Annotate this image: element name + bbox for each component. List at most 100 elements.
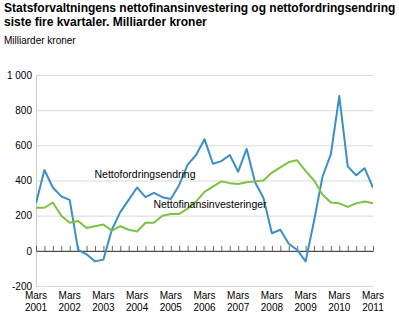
x-tick-label: Mars2010 — [328, 290, 351, 313]
y-tick: 1 000 — [7, 70, 373, 81]
x-tick-mark — [196, 246, 197, 251]
x-tick-mark — [120, 246, 121, 251]
x-tick — [322, 246, 323, 251]
x-tick-mark — [373, 246, 374, 251]
y-tick: 200 — [15, 210, 373, 221]
plot-area — [36, 96, 373, 261]
y-tick-label: 600 — [15, 140, 32, 151]
x-tick-label: Mars2009 — [294, 290, 317, 313]
x-tick — [112, 246, 113, 251]
x-tick — [196, 246, 197, 251]
x-tick-mark — [255, 246, 256, 251]
x-tick — [289, 246, 290, 251]
x-tick — [213, 246, 214, 251]
y-axis: -20002004006008001 000 — [7, 70, 373, 292]
y-tick-label: 400 — [15, 175, 32, 186]
chart: Statsforvaltningens nettofinansinvesteri… — [0, 0, 399, 319]
x-tick — [61, 246, 62, 251]
x-tick-mark — [205, 246, 206, 251]
x-tick — [70, 246, 71, 251]
x-tick-mark — [53, 246, 54, 251]
x-tick-mark — [95, 246, 96, 251]
x-tick-labels: Mars2001 Mars2002 Mars2003 Mars2004 Mars2005… — [25, 290, 384, 313]
x-tick-mark — [272, 246, 273, 251]
x-tick — [137, 246, 138, 251]
x-tick — [129, 246, 130, 251]
x-axis-line — [37, 251, 374, 252]
x-tick — [373, 246, 374, 251]
y-axis-title: Milliarder kroner — [4, 35, 76, 46]
x-tick — [280, 246, 281, 251]
x-tick-label: Mars2005 — [160, 290, 183, 313]
x-tick-mark — [230, 246, 231, 251]
series-line — [36, 96, 373, 261]
x-tick — [339, 246, 340, 251]
grid-line — [36, 216, 373, 217]
x-tick — [230, 246, 231, 251]
x-tick-mark — [221, 246, 222, 251]
x-tick — [306, 246, 307, 251]
x-tick — [95, 246, 96, 251]
x-tick — [179, 246, 180, 251]
y-tick: 800 — [15, 105, 373, 116]
grid-line — [36, 251, 373, 252]
x-tick-mark — [314, 246, 315, 251]
x-tick-mark — [356, 246, 357, 251]
y-tick-label: 800 — [15, 105, 32, 116]
y-tick-label: 1 000 — [7, 70, 32, 81]
x-tick-mark — [129, 246, 130, 251]
x-tick — [263, 246, 264, 251]
x-tick-mark — [146, 246, 147, 251]
x-tick — [146, 246, 147, 251]
x-tick-label: Mars2007 — [227, 290, 250, 313]
x-tick-mark — [179, 246, 180, 251]
x-tick-mark — [36, 246, 37, 251]
x-tick — [221, 246, 222, 251]
x-tick-mark — [61, 246, 62, 251]
x-tick — [255, 246, 256, 251]
series-label: Nettofinansinvesteringer — [153, 198, 267, 210]
x-tick — [331, 246, 332, 251]
x-tick-label: Mars2003 — [92, 290, 115, 313]
x-tick-mark — [365, 246, 366, 251]
x-tick-label: Mars2004 — [126, 290, 149, 313]
x-tick — [365, 246, 366, 251]
x-tick-mark — [188, 246, 189, 251]
x-tick-mark — [322, 246, 323, 251]
x-tick — [103, 246, 104, 251]
x-tick-mark — [44, 246, 45, 251]
x-tick-mark — [280, 246, 281, 251]
x-tick-mark — [103, 246, 104, 251]
x-tick — [87, 246, 88, 251]
x-tick-mark — [289, 246, 290, 251]
x-tick-mark — [213, 246, 214, 251]
y-tick-label: 0 — [26, 246, 32, 257]
x-tick-mark — [306, 246, 307, 251]
x-tick-label: Mars2008 — [261, 290, 284, 313]
x-tick-mark — [154, 246, 155, 251]
title: Statsforvaltningens nettofinansinvesteri… — [4, 1, 395, 29]
x-tick — [205, 246, 206, 251]
x-tick-mark — [70, 246, 71, 251]
x-tick — [53, 246, 54, 251]
series-label: Nettofordringsendring — [95, 168, 196, 180]
x-tick-label: Mars2002 — [59, 290, 82, 313]
x-tick-label: Mars2006 — [193, 290, 216, 313]
x-tick — [171, 246, 172, 251]
x-tick — [356, 246, 357, 251]
x-tick — [238, 246, 239, 251]
x-tick-mark — [348, 246, 349, 251]
x-tick — [154, 246, 155, 251]
grid-line — [36, 286, 373, 287]
x-tick-label: Mars2001 — [25, 290, 48, 313]
x-tick-mark — [112, 246, 113, 251]
x-tick-mark — [247, 246, 248, 251]
x-tick-mark — [238, 246, 239, 251]
x-tick-mark — [137, 246, 138, 251]
x-tick-mark — [263, 246, 264, 251]
series-line — [36, 160, 373, 231]
x-tick-label: Mars2011 — [362, 290, 384, 313]
x-tick — [36, 246, 37, 251]
y-tick-label: 200 — [15, 210, 32, 221]
x-tick-mark — [331, 246, 332, 251]
